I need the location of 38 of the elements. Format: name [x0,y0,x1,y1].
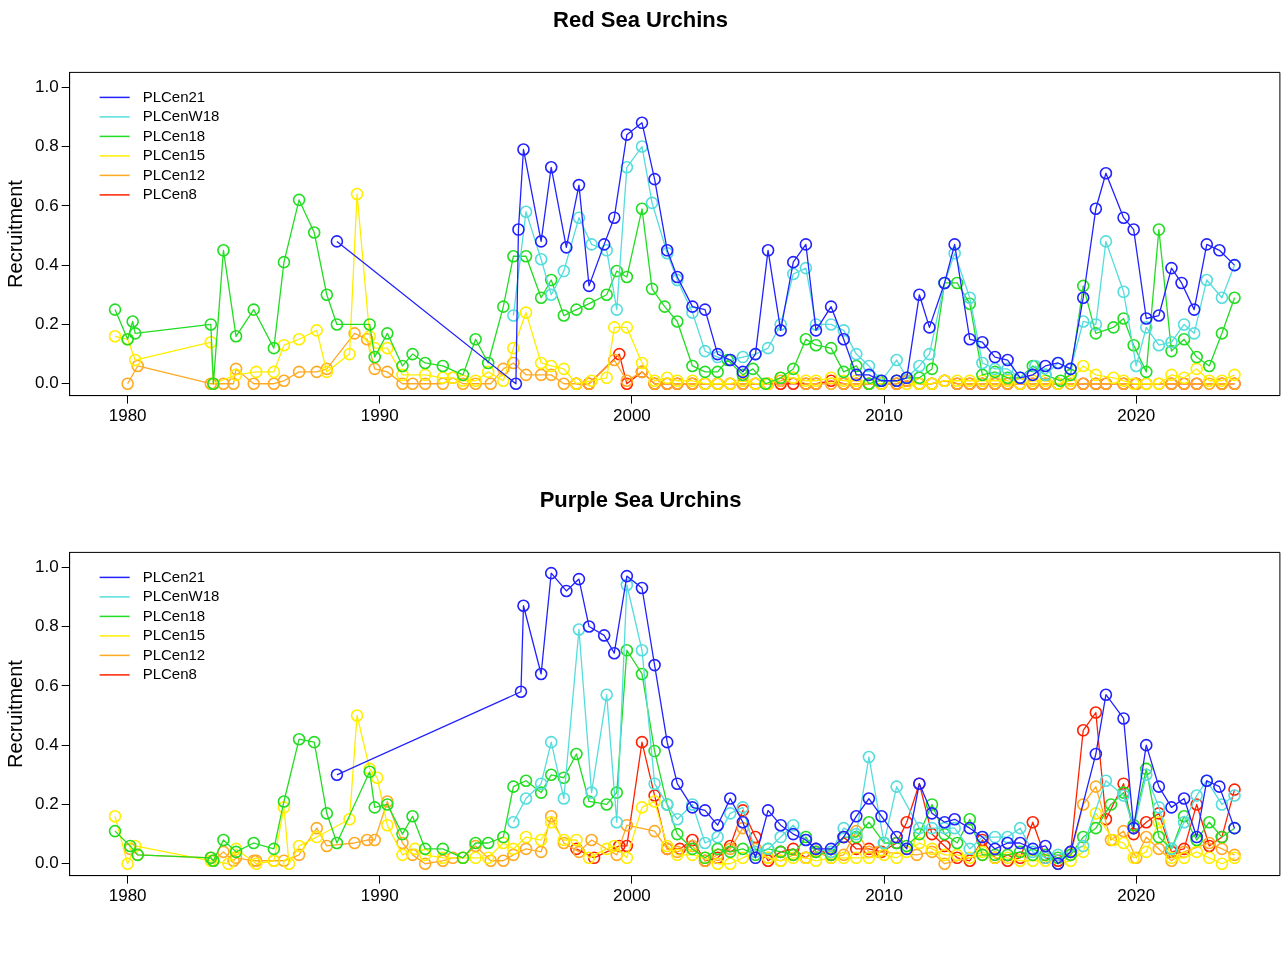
x-tick-label: 2000 [612,406,651,426]
x-tick-label: 1980 [108,886,147,906]
legend-label: PLCenW18 [142,587,220,605]
y-tick-label: 0.0 [34,853,59,873]
x-tick-label: 1990 [360,886,399,906]
x-tick-label: 1980 [108,406,147,426]
x-tick-label: 2000 [612,886,651,906]
y-tick-label: 0.4 [34,254,59,274]
y-tick-label: 0.2 [34,794,59,814]
legend-label: PLCen8 [142,185,197,203]
legend-label: PLCen8 [142,665,197,683]
legend-label: PLCen21 [142,567,206,585]
x-tick-label: 2020 [1117,886,1156,906]
y-tick-label: 1.0 [34,556,59,576]
x-tick-label: 2010 [865,406,903,426]
y-tick-label: 1.0 [34,76,59,96]
x-tick-label: 1990 [360,406,399,426]
legend-label: PLCen12 [142,645,206,663]
y-tick-label: 0.2 [34,314,59,334]
x-tick-label: 2010 [865,886,903,906]
legend-label: PLCen15 [142,146,206,164]
chart-title: Purple Sea Urchins [539,487,742,513]
y-tick-label: 0.8 [34,616,59,636]
y-tick-label: 0.6 [34,675,59,695]
y-axis-title: Recruitment [3,179,26,288]
chart-title: Red Sea Urchins [553,7,728,33]
y-tick-label: 0.0 [34,373,59,393]
legend-label: PLCen18 [142,606,206,624]
legend-label: PLCen21 [142,87,206,105]
y-tick-label: 0.8 [34,136,59,156]
legend-label: PLCen15 [142,626,206,644]
x-tick-label: 2020 [1117,406,1156,426]
y-tick-label: 0.6 [34,195,59,215]
y-axis-title: Recruitment [3,659,26,768]
legend-label: PLCen18 [142,126,206,144]
legend-label: PLCenW18 [142,107,220,125]
y-tick-label: 0.4 [34,734,59,754]
legend-label: PLCen12 [142,165,206,183]
